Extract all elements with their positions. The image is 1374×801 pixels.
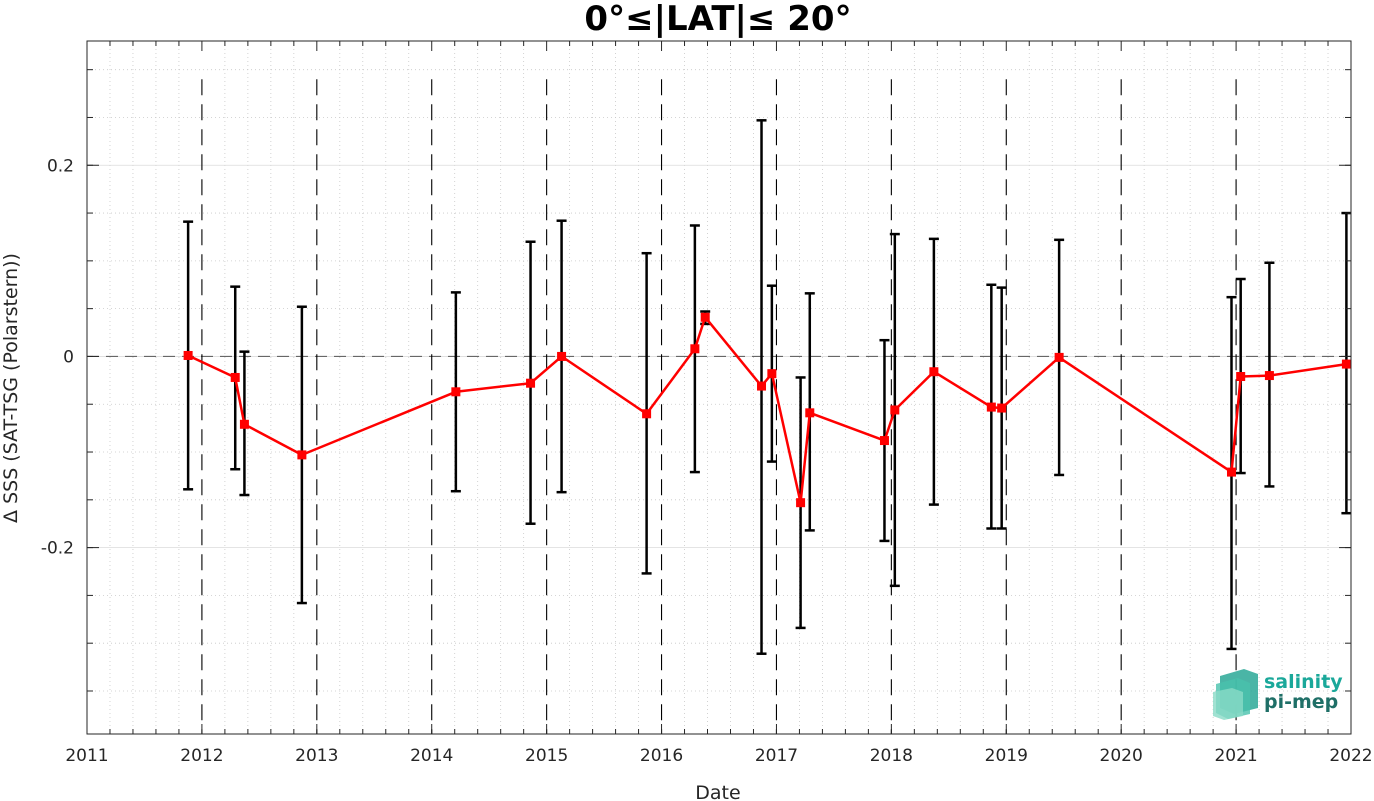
- x-tick-label: 2014: [410, 746, 453, 766]
- x-tick-label: 2011: [65, 746, 108, 766]
- data-point-marker: [757, 381, 767, 391]
- salinity-pi-mep-logo: salinity pi-mep: [1213, 669, 1343, 720]
- minor-grid: [87, 41, 1351, 734]
- logo-text-salinity: salinity: [1264, 671, 1343, 693]
- data-point-marker: [1226, 467, 1236, 477]
- x-tick-label: 2018: [870, 746, 913, 766]
- y-tick-label: 0.2: [47, 156, 74, 176]
- x-axis-label: Date: [695, 782, 740, 801]
- x-tick-label: 2016: [640, 746, 683, 766]
- data-series: [183, 312, 1351, 508]
- data-point-marker: [239, 419, 249, 429]
- x-tick-label: 2013: [295, 746, 338, 766]
- x-tick-label: 2019: [985, 746, 1028, 766]
- x-tick-label: 2012: [180, 746, 223, 766]
- data-point-marker: [1054, 352, 1064, 362]
- data-point-marker: [297, 450, 307, 460]
- y-axis-label: Δ SSS (SAT-TSG (Polarstern)): [0, 253, 22, 523]
- data-point-marker: [451, 387, 461, 397]
- axes-box: [86, 40, 1352, 735]
- data-point-marker: [690, 344, 700, 354]
- data-point-marker: [700, 312, 710, 322]
- data-point-marker: [1341, 359, 1351, 369]
- data-point-marker: [805, 408, 815, 418]
- chart-title: 0°≤|LAT|≤ 20°: [584, 0, 851, 39]
- data-point-marker: [796, 498, 806, 508]
- data-point-marker: [879, 436, 889, 446]
- data-point-marker: [986, 402, 996, 412]
- x-tick-label: 2015: [525, 746, 568, 766]
- x-tick-label: 2021: [1214, 746, 1257, 766]
- data-point-marker: [230, 372, 240, 382]
- data-point-marker: [557, 351, 567, 361]
- data-point-marker: [767, 369, 777, 379]
- data-point-marker: [183, 350, 193, 360]
- y-tick-label: 0: [63, 347, 74, 367]
- data-point-marker: [642, 409, 652, 419]
- tick-marks: [86, 41, 1352, 734]
- x-tick-label: 2020: [1100, 746, 1143, 766]
- data-point-marker: [890, 405, 900, 415]
- x-tick-label: 2022: [1329, 746, 1372, 766]
- data-point-marker: [997, 403, 1007, 413]
- x-tick-label: 2017: [755, 746, 798, 766]
- y-tick-label: -0.2: [41, 539, 74, 559]
- logo-text-pi-mep: pi-mep: [1264, 691, 1338, 713]
- tick-labels: 2011 2012 2013 2014 2015 2016 2017 2018 2019 2020…: [41, 156, 1373, 766]
- plot-frame: [86, 40, 1352, 735]
- data-point-marker: [1264, 371, 1274, 381]
- data-point-marker: [526, 378, 536, 388]
- data-point-marker: [929, 367, 939, 377]
- wave-layers-icon: [1213, 669, 1258, 720]
- series-line: [187, 315, 1347, 504]
- data-point-marker: [1236, 372, 1246, 382]
- reference-lines: [87, 79, 1351, 734]
